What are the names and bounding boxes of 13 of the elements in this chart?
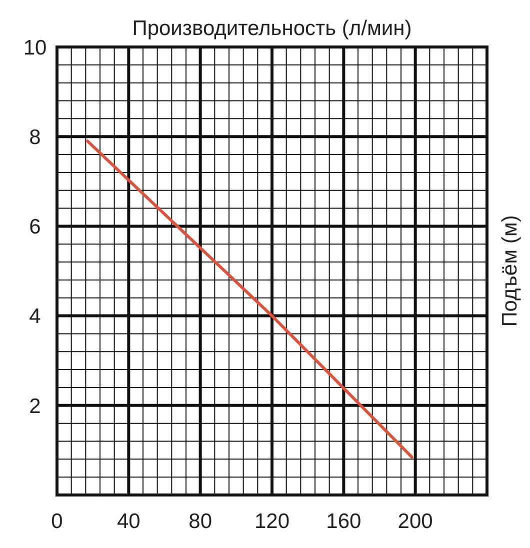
y-tick-label: 4: [29, 305, 42, 328]
x-tick-label: 40: [116, 510, 140, 533]
x-axis-title: Производительность (л/мин): [132, 17, 412, 40]
x-tick-label: 0: [51, 510, 63, 533]
x-tick-label: 160: [326, 510, 362, 533]
x-tick-label: 200: [398, 510, 433, 533]
y-tick-label: 8: [29, 126, 41, 149]
x-tick-label: 120: [254, 510, 290, 533]
x-tick-label: 80: [188, 510, 212, 533]
y-tick-label: 2: [29, 394, 41, 418]
y-tick-label: 6: [29, 216, 41, 239]
y-axis-title: Подъём (м): [498, 215, 522, 327]
y-tick-label: 10: [23, 36, 47, 60]
